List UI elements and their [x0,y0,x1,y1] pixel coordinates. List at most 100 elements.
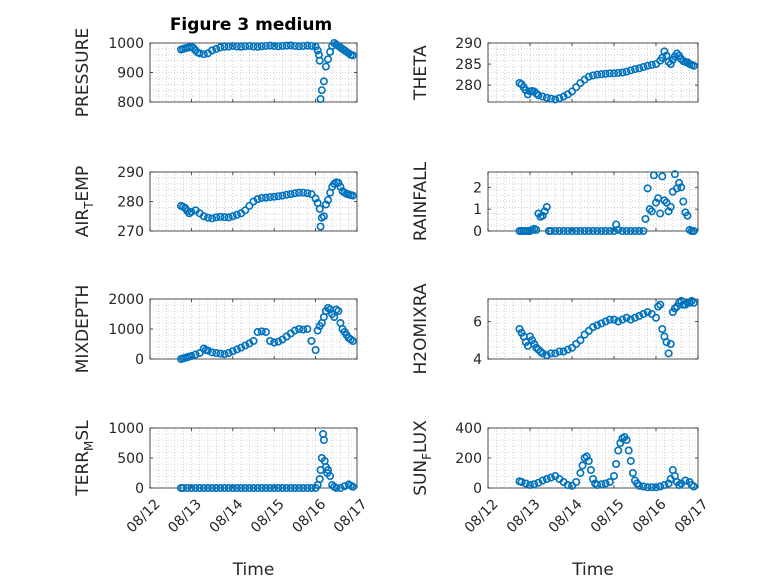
data-point [282,483,291,492]
subplot-5: 0 1000 2000 [108,292,358,368]
data-point [199,50,208,59]
data-point [584,227,593,236]
data-point [241,206,250,215]
data-point [334,306,343,315]
y-tick-label: 280 [455,78,482,94]
data-point [687,296,696,305]
data-point [624,446,633,455]
data-point [576,468,585,477]
data-point [622,227,631,236]
data-point [307,483,316,492]
data-point [307,41,316,50]
data-point [237,483,246,492]
axes-frame [487,298,699,360]
data-point [609,69,618,78]
data-point [605,227,614,236]
data-point [546,473,555,482]
axes-frame [487,171,699,232]
y-tick-label: 1000 [108,36,144,52]
data-point [660,480,669,489]
y-axis-label: MIXDEPTH [73,285,93,374]
data-point [643,483,652,492]
data-point [521,479,530,488]
data-point [220,483,229,492]
data-point [542,93,551,102]
data-point [538,476,547,485]
data-point [241,483,250,492]
data-point [588,323,597,332]
data-point [348,336,357,345]
data-point [593,480,602,489]
data-point [257,42,266,51]
data-point [639,309,648,318]
data-series [515,296,698,360]
data-point [348,51,357,60]
y-tick-label: 290 [117,165,144,181]
data-point [208,348,217,357]
x-tick-label: 08/14 [546,496,586,536]
data-point [645,205,654,214]
data-point [689,227,698,236]
data-point [622,67,631,76]
data-point [307,336,316,345]
data-point [582,452,591,461]
data-point [601,69,610,78]
data-point [257,483,266,492]
data-point [578,461,587,470]
data-point [605,315,614,324]
data-point [319,212,328,221]
y-tick-label: 0 [473,481,482,497]
y-tick-label: 800 [117,95,144,111]
data-point [597,70,606,79]
y-tick-label: 1 [473,202,482,218]
data-point [614,317,623,326]
y-tick-label: 2000 [108,292,144,308]
data-point [286,190,295,199]
data-point [199,212,208,221]
data-point [679,197,688,206]
data-point [618,227,627,236]
data-point [336,483,345,492]
data-point [660,196,669,205]
x-tick-label: 08/12 [462,496,502,536]
data-point [224,42,233,51]
data-point [576,227,585,236]
data-point [203,483,212,492]
data-point [245,201,254,210]
y-tick-label: 290 [455,36,482,52]
data-point [332,483,341,492]
data-point [199,483,208,492]
data-point [614,68,623,77]
data-point [643,61,652,70]
x-tick-label: 08/15 [248,496,288,536]
y-tick-label: 200 [455,451,482,467]
data-point [278,41,287,50]
data-point [542,474,551,483]
data-point [563,227,572,236]
data-point [290,41,299,50]
data-point [601,479,610,488]
data-point [666,60,675,69]
data-point [626,456,635,465]
data-point [311,345,320,354]
data-point [651,198,660,207]
data-point [588,71,597,80]
data-point [303,41,312,50]
data-point [220,213,229,222]
figure-title: Figure 3 medium [170,15,332,35]
data-series [177,429,357,492]
data-point [191,483,200,492]
data-point [536,347,545,356]
subplot-7: 0 500 1000 08/12 08/13 08/14 08/15 08/16 08/17 Ti… [108,421,370,580]
data-point [237,42,246,51]
data-point [651,313,660,322]
data-point [295,483,304,492]
data-point [261,483,270,492]
data-point [572,477,581,486]
data-point [616,438,625,447]
subplot-6: 46 [473,296,699,368]
data-point [299,188,308,197]
data-point [315,204,324,213]
data-point [689,61,698,70]
data-point [618,315,627,324]
